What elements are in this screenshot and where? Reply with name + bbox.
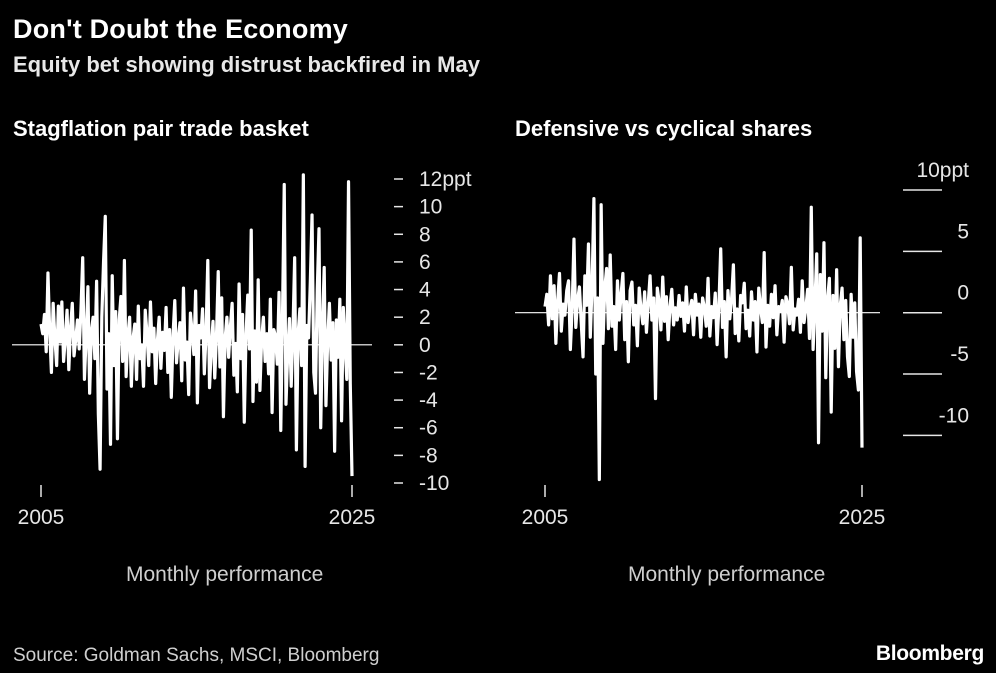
x-tick-label: 2005 [18, 506, 65, 529]
y-tick-label: 12ppt [419, 168, 472, 191]
bloomberg-logo: Bloomberg [875, 642, 984, 665]
y-tick-label: -2 [419, 361, 438, 384]
y-tick-label: 0 [419, 334, 431, 357]
panel-title-stagflation: Stagflation pair trade basket [13, 116, 309, 141]
chart-panel-2: 10ppt 5 0 -5 -10 2005 2025 [515, 159, 969, 529]
y-tick-label: 8 [419, 223, 431, 246]
y-tick-label: 0 [957, 282, 969, 305]
y-tick-label: -10 [419, 472, 449, 495]
chart-title: Don't Doubt the Economy [13, 14, 348, 44]
x-tick-label: 2025 [329, 506, 376, 529]
y-tick-label: -8 [419, 444, 438, 467]
chart-panel-1: 12ppt 10 8 6 4 2 0 -2 -4 -6 -8 -10 2005 2025 [12, 168, 472, 529]
source-note: Source: Goldman Sachs, MSCI, Bloomberg [13, 645, 380, 666]
y-tick-label: -4 [419, 389, 438, 412]
y-tick-label: -5 [950, 343, 969, 366]
x-tick-label: 2025 [839, 506, 886, 529]
x-axis-label-right: Monthly performance [628, 563, 826, 586]
y-tick-label: -10 [939, 404, 969, 427]
y-tick-label: 6 [419, 251, 431, 274]
x-tick-label: 2005 [522, 506, 569, 529]
y-tick-label: 10 [419, 196, 442, 219]
y-tick-label: -6 [419, 417, 438, 440]
chart-subtitle: Equity bet showing distrust backfired in… [13, 52, 480, 77]
y-tick-label: 4 [419, 279, 431, 302]
panel-title-defensive: Defensive vs cyclical shares [515, 116, 813, 141]
y-tick-label: 10ppt [916, 159, 969, 182]
y-tick-label: 5 [957, 220, 969, 243]
series-line [39, 173, 354, 477]
x-axis-label-left: Monthly performance [126, 563, 324, 586]
series-line [543, 196, 864, 482]
y-tick-label: 2 [419, 306, 431, 329]
